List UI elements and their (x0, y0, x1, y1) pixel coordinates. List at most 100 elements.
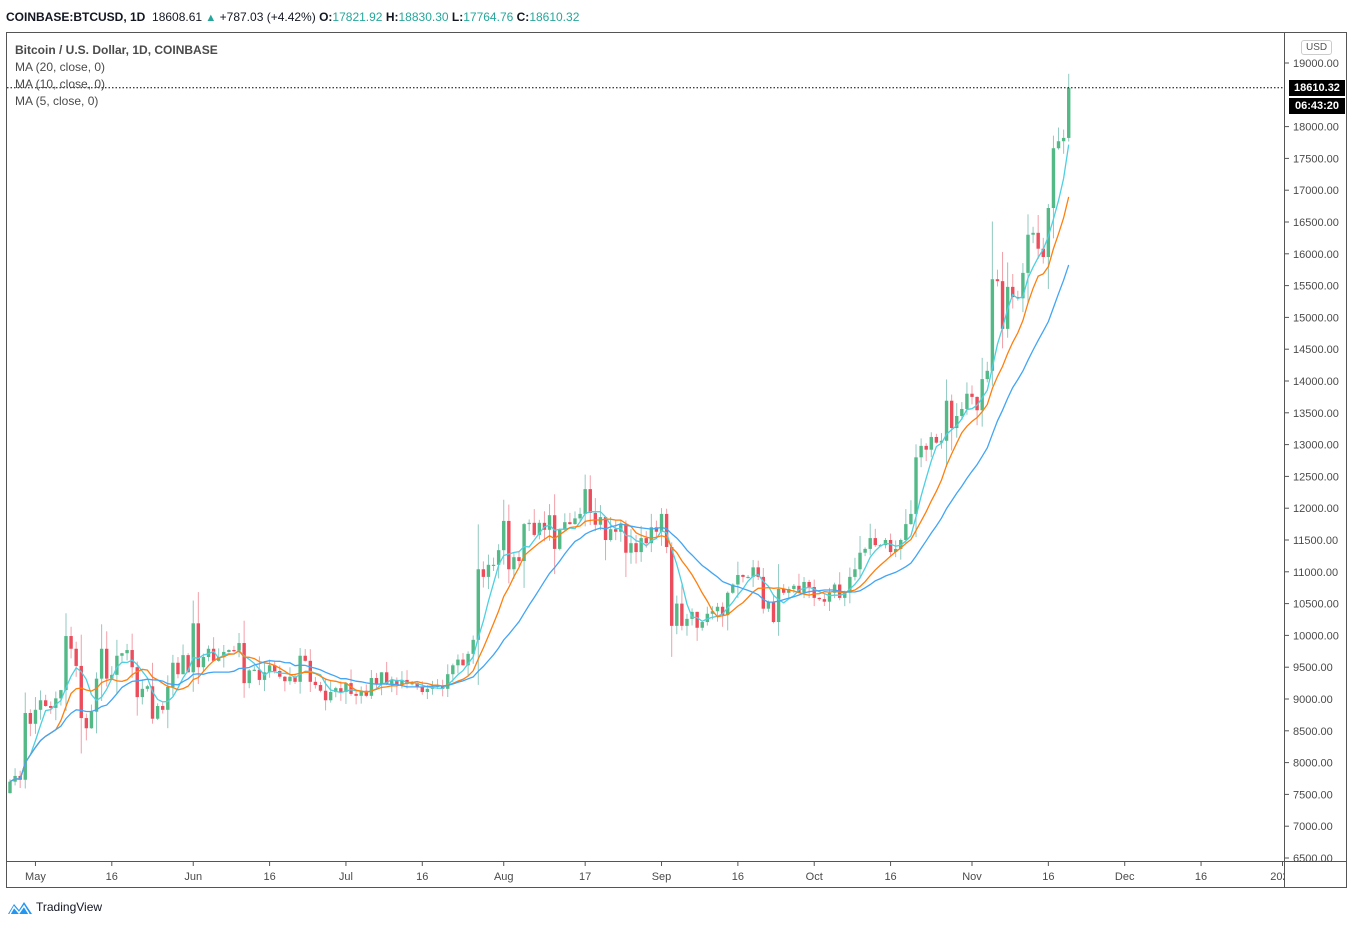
candle[interactable] (298, 648, 302, 694)
candle[interactable] (720, 602, 725, 627)
candle[interactable] (1005, 262, 1010, 338)
candle[interactable] (822, 594, 827, 607)
candle[interactable] (313, 676, 318, 689)
candle[interactable] (59, 689, 63, 706)
candle[interactable] (705, 606, 710, 626)
candle[interactable] (1046, 204, 1051, 289)
candle[interactable] (914, 444, 918, 538)
candle[interactable] (446, 664, 450, 698)
candle[interactable] (13, 768, 17, 786)
candle[interactable] (247, 669, 251, 689)
candle[interactable] (242, 620, 246, 698)
candle[interactable] (1021, 263, 1025, 313)
currency-button[interactable]: USD (1301, 40, 1333, 55)
candle[interactable] (741, 574, 745, 583)
candle[interactable] (328, 680, 333, 703)
candle[interactable] (904, 509, 908, 543)
candle[interactable] (135, 661, 139, 716)
candle[interactable] (171, 654, 175, 696)
candle[interactable] (145, 684, 150, 692)
legend-ma5[interactable]: MA (5, close, 0) (15, 94, 99, 108)
candle[interactable] (318, 681, 323, 693)
ma-line-5[interactable] (9, 144, 1070, 783)
candle[interactable] (1061, 129, 1066, 154)
candle[interactable] (995, 269, 1000, 287)
candle[interactable] (751, 559, 755, 587)
candle[interactable] (837, 572, 842, 601)
candle[interactable] (761, 567, 766, 614)
candle[interactable] (140, 679, 145, 705)
candle[interactable] (1031, 226, 1035, 244)
candle[interactable] (74, 641, 78, 677)
candle[interactable] (54, 691, 58, 721)
candle[interactable] (216, 648, 221, 662)
candle[interactable] (949, 394, 954, 451)
candle[interactable] (970, 385, 974, 405)
candle[interactable] (547, 504, 552, 541)
candle[interactable] (99, 624, 104, 702)
candle[interactable] (1026, 214, 1030, 303)
candle[interactable] (1036, 215, 1040, 260)
candle[interactable] (252, 666, 257, 672)
candle[interactable] (43, 694, 48, 707)
candle[interactable] (150, 662, 155, 724)
candle[interactable] (527, 519, 531, 531)
candle[interactable] (960, 402, 964, 420)
candle[interactable] (486, 554, 491, 590)
candle[interactable] (1000, 251, 1005, 349)
candle[interactable] (909, 500, 913, 525)
candle[interactable] (685, 613, 689, 636)
candle[interactable] (481, 561, 486, 588)
candle[interactable] (211, 637, 216, 662)
candle[interactable] (344, 682, 348, 704)
candle[interactable] (120, 652, 124, 662)
candle[interactable] (537, 519, 542, 540)
candle[interactable] (578, 507, 582, 522)
candle[interactable] (532, 509, 536, 537)
candle[interactable] (715, 602, 720, 622)
candle[interactable] (670, 542, 674, 657)
candle[interactable] (451, 663, 455, 683)
legend-title[interactable]: Bitcoin / U.S. Dollar, 1D, COINBASE (15, 43, 218, 57)
candle[interactable] (517, 550, 521, 567)
candle[interactable] (28, 709, 33, 737)
candle[interactable] (283, 675, 287, 692)
candle[interactable] (695, 611, 699, 641)
candle[interactable] (568, 512, 572, 525)
candle[interactable] (634, 535, 638, 564)
candle[interactable] (369, 670, 374, 699)
candle[interactable] (456, 654, 460, 674)
candle[interactable] (384, 661, 389, 686)
candle[interactable] (161, 702, 165, 714)
candle[interactable] (1011, 273, 1015, 309)
candle[interactable] (49, 701, 53, 714)
candle[interactable] (496, 544, 501, 579)
candle[interactable] (725, 591, 730, 631)
candle[interactable] (781, 584, 786, 596)
candle[interactable] (125, 643, 129, 661)
candle[interactable] (990, 221, 995, 386)
candle[interactable] (201, 653, 206, 673)
candle[interactable] (232, 645, 236, 653)
candle[interactable] (644, 531, 648, 548)
candle[interactable] (1016, 290, 1020, 301)
candle[interactable] (593, 498, 598, 532)
candle[interactable] (817, 597, 822, 601)
candle[interactable] (227, 649, 231, 653)
candle[interactable] (563, 513, 567, 532)
candle[interactable] (985, 361, 989, 383)
candle[interactable] (288, 667, 292, 685)
candle[interactable] (507, 504, 511, 584)
candle[interactable] (267, 659, 272, 678)
candle[interactable] (756, 560, 760, 580)
candle[interactable] (929, 432, 933, 458)
candle[interactable] (700, 621, 704, 631)
candle[interactable] (598, 505, 603, 531)
candle[interactable] (624, 520, 628, 578)
candle[interactable] (1067, 73, 1071, 142)
candle[interactable] (675, 595, 679, 635)
candle[interactable] (583, 474, 587, 527)
legend-ma10[interactable]: MA (10, close, 0) (15, 77, 106, 91)
candle[interactable] (680, 585, 684, 631)
candle[interactable] (308, 649, 313, 692)
